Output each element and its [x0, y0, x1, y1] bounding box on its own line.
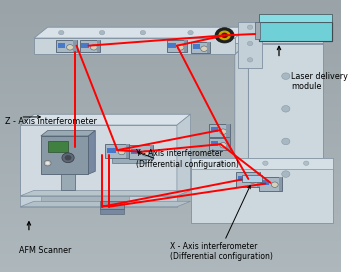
Circle shape [247, 58, 253, 62]
Circle shape [282, 73, 290, 79]
Bar [184, 40, 187, 52]
Polygon shape [191, 158, 333, 223]
Circle shape [67, 45, 74, 50]
Text: Z - Axis interferometer: Z - Axis interferometer [5, 116, 97, 126]
Circle shape [218, 161, 224, 165]
Circle shape [220, 129, 227, 134]
Bar [236, 172, 260, 187]
Polygon shape [242, 175, 262, 182]
Bar [126, 144, 129, 158]
Bar [107, 148, 116, 153]
Circle shape [142, 151, 149, 156]
Bar [211, 141, 218, 146]
Polygon shape [238, 22, 262, 68]
Bar [226, 125, 230, 137]
Circle shape [263, 161, 268, 165]
Polygon shape [143, 44, 323, 54]
Polygon shape [255, 22, 260, 39]
Circle shape [271, 182, 278, 187]
Bar [258, 177, 282, 191]
Polygon shape [100, 209, 124, 214]
Bar [209, 125, 230, 137]
Bar [260, 180, 269, 185]
Circle shape [62, 153, 74, 163]
Polygon shape [34, 38, 235, 54]
Circle shape [99, 30, 105, 35]
Bar [150, 145, 153, 159]
Polygon shape [258, 22, 332, 41]
Circle shape [282, 171, 290, 177]
Polygon shape [20, 201, 191, 207]
Polygon shape [20, 190, 191, 196]
Polygon shape [41, 196, 129, 201]
Circle shape [247, 25, 253, 29]
Bar [191, 42, 210, 53]
Bar [279, 177, 282, 191]
Circle shape [46, 162, 49, 165]
Polygon shape [191, 158, 333, 169]
Polygon shape [20, 114, 191, 125]
Bar [97, 40, 100, 52]
Polygon shape [61, 174, 75, 190]
Bar [167, 40, 187, 52]
Bar [73, 40, 76, 52]
Circle shape [44, 160, 51, 166]
Circle shape [303, 161, 309, 165]
Bar [168, 43, 176, 48]
Polygon shape [248, 44, 323, 196]
Circle shape [221, 33, 228, 38]
Polygon shape [235, 44, 248, 196]
Circle shape [220, 143, 227, 148]
Circle shape [90, 45, 97, 50]
Polygon shape [41, 136, 89, 174]
Bar [257, 172, 260, 187]
Text: X - Axis interferometer
(Differential configuration): X - Axis interferometer (Differential co… [170, 242, 273, 261]
Circle shape [140, 30, 146, 35]
Text: Laser delivery
module: Laser delivery module [291, 72, 348, 91]
Bar [207, 42, 210, 53]
Polygon shape [310, 44, 323, 201]
Bar [56, 40, 76, 52]
Circle shape [65, 155, 71, 160]
Bar [211, 127, 218, 132]
Polygon shape [177, 114, 191, 196]
Polygon shape [47, 141, 68, 152]
Text: Y - Axis interferometer
(Differential configuration): Y - Axis interferometer (Differential co… [136, 149, 239, 169]
Polygon shape [258, 22, 332, 41]
Polygon shape [156, 27, 323, 44]
Circle shape [218, 30, 231, 40]
Polygon shape [34, 27, 248, 38]
Circle shape [177, 45, 184, 50]
Polygon shape [235, 44, 323, 54]
Circle shape [247, 41, 253, 46]
Circle shape [249, 178, 256, 183]
Polygon shape [89, 131, 95, 174]
Circle shape [282, 138, 290, 145]
Bar [80, 40, 100, 52]
Bar [238, 176, 247, 181]
Bar [129, 145, 153, 159]
Circle shape [215, 28, 234, 43]
Bar [131, 149, 140, 154]
Circle shape [201, 46, 207, 51]
Bar [81, 43, 89, 48]
Circle shape [59, 30, 64, 35]
Bar [193, 44, 200, 49]
Circle shape [118, 149, 125, 155]
Bar [209, 138, 230, 150]
Polygon shape [20, 196, 177, 207]
Polygon shape [112, 155, 146, 163]
Circle shape [188, 30, 193, 35]
Circle shape [282, 106, 290, 112]
Polygon shape [20, 125, 177, 196]
Bar [105, 144, 129, 158]
Polygon shape [41, 131, 95, 136]
Polygon shape [258, 14, 332, 22]
Polygon shape [100, 201, 124, 209]
Bar [57, 43, 65, 48]
Text: AFM Scanner: AFM Scanner [19, 246, 71, 255]
Bar [226, 138, 230, 150]
